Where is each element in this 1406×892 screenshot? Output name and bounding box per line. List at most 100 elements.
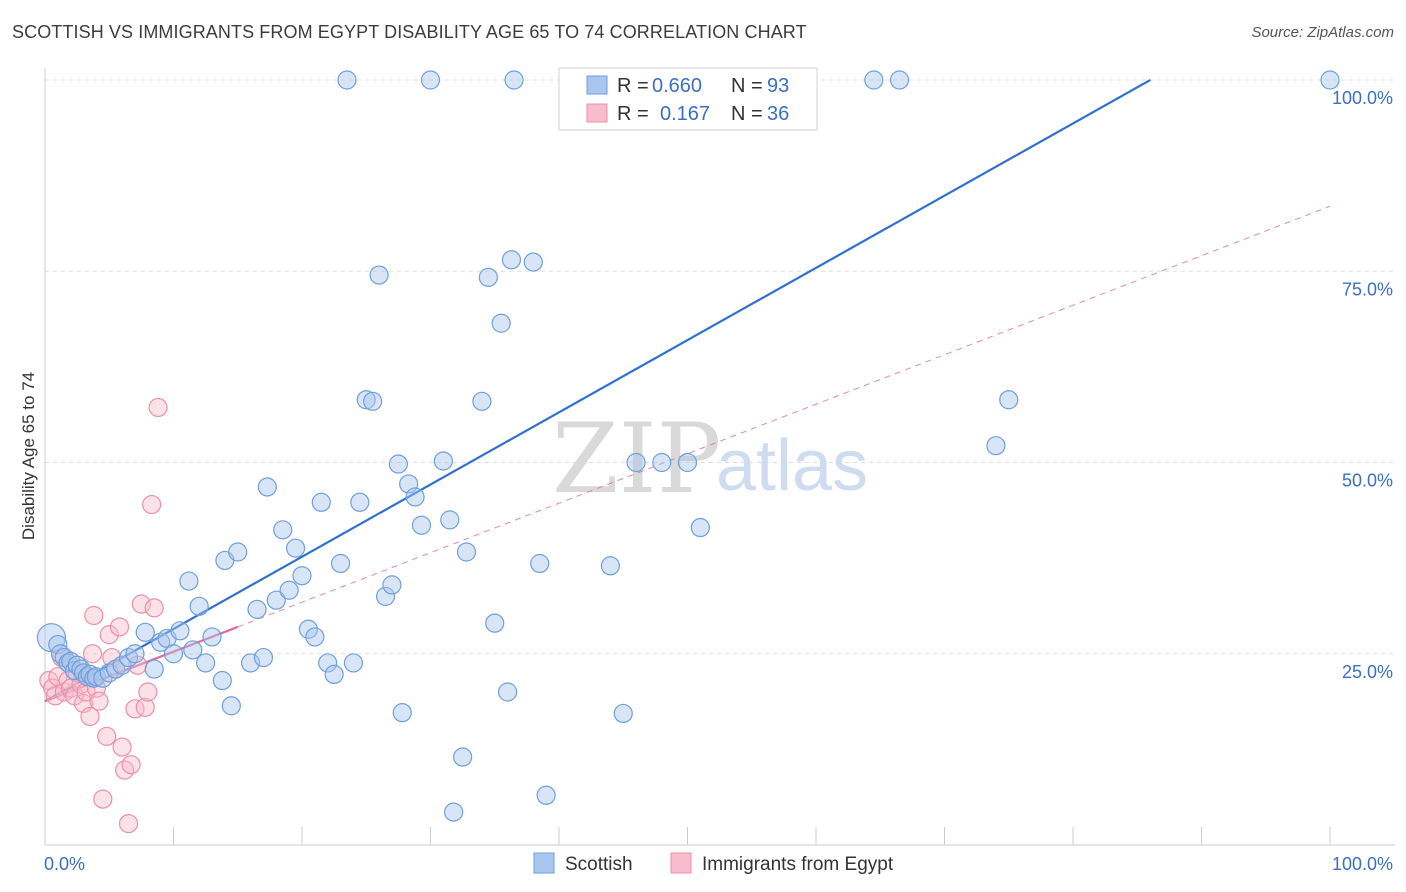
- legend-swatch-egypt: [586, 103, 608, 123]
- point-scottish: [125, 644, 145, 664]
- point-scottish: [444, 802, 464, 822]
- point-egypt: [135, 697, 155, 717]
- point-scottish: [330, 553, 351, 574]
- point-scottish: [196, 653, 216, 673]
- point-scottish: [472, 391, 492, 411]
- bottom-legend-swatch-egypt: [670, 852, 692, 874]
- point-scottish: [677, 452, 698, 473]
- point-scottish: [369, 265, 389, 285]
- point-scottish: [292, 566, 312, 586]
- point-egypt: [131, 594, 151, 614]
- chart-title: SCOTTISH VS IMMIGRANTS FROM EGYPT DISABI…: [12, 22, 807, 42]
- point-scottish: [350, 492, 370, 512]
- point-scottish: [388, 454, 408, 474]
- bottom-legend: Scottish Immigrants from Egypt: [533, 852, 894, 875]
- point-scottish: [889, 70, 910, 90]
- point-scottish: [86, 667, 107, 687]
- point-scottish: [600, 556, 621, 576]
- point-scottish: [266, 590, 286, 610]
- point-egypt: [148, 397, 168, 418]
- points-egypt: [39, 397, 168, 834]
- point-scottish: [73, 663, 94, 683]
- point-scottish: [690, 517, 710, 538]
- point-egypt: [115, 760, 135, 780]
- y-tick-label: 75.0%: [1342, 279, 1393, 299]
- legend-n-value-scottish: 93: [767, 75, 789, 97]
- watermark-zip: ZIP: [552, 403, 721, 515]
- point-scottish: [228, 542, 248, 562]
- point-scottish: [170, 621, 190, 641]
- point-scottish: [530, 553, 550, 574]
- legend-r-value-scottish: 0.660: [652, 75, 702, 97]
- point-egypt: [125, 699, 145, 719]
- legend-box: R = 0.660 N = 93 R = 0.167 N = 36: [558, 67, 818, 131]
- point-scottish: [864, 70, 884, 90]
- point-scottish: [273, 520, 293, 540]
- point-egypt: [144, 598, 164, 618]
- point-scottish: [183, 640, 203, 660]
- point-scottish: [501, 250, 522, 270]
- point-scottish: [202, 627, 222, 647]
- point-scottish: [212, 670, 232, 691]
- point-egypt: [99, 625, 119, 645]
- point-scottish: [305, 627, 325, 647]
- point-scottish: [478, 267, 498, 287]
- point-scottish: [999, 390, 1019, 410]
- x-tick-label: 0.0%: [44, 854, 85, 874]
- point-scottish: [135, 622, 155, 642]
- point-scottish: [433, 451, 453, 471]
- point-egypt: [93, 789, 113, 809]
- point-egypt: [109, 617, 130, 637]
- legend-r-label-scottish: R =: [617, 75, 649, 97]
- point-scottish: [536, 785, 556, 805]
- point-egypt: [142, 494, 162, 515]
- point-scottish: [498, 682, 518, 702]
- point-egypt: [118, 813, 139, 834]
- trend-line-scottish: [44, 79, 1151, 703]
- point-egypt: [138, 682, 158, 702]
- point-scottish: [285, 538, 306, 558]
- watermark-atlas: atlas: [716, 426, 868, 506]
- point-scottish: [523, 252, 543, 272]
- legend-n-label-scottish: N =: [731, 75, 763, 97]
- point-scottish: [112, 655, 132, 675]
- point-scottish: [440, 510, 460, 530]
- point-scottish: [363, 391, 383, 411]
- legend-r-value-egypt: 0.167: [660, 103, 710, 125]
- point-scottish: [375, 586, 396, 606]
- point-egypt: [80, 706, 100, 727]
- point-scottish: [343, 653, 363, 673]
- point-scottish: [986, 436, 1006, 456]
- point-egypt: [121, 755, 141, 775]
- point-scottish: [652, 452, 672, 473]
- point-scottish: [411, 515, 432, 535]
- point-scottish: [1320, 70, 1340, 90]
- tick-labels: 25.0% 50.0% 75.0% 100.0% 0.0% 100.0%: [44, 88, 1393, 874]
- source-label: Source: ZipAtlas.com: [1251, 24, 1394, 41]
- grid-layer: [45, 79, 1395, 655]
- y-tick-label: 50.0%: [1342, 471, 1393, 491]
- point-scottish: [337, 70, 357, 90]
- point-scottish: [405, 487, 425, 507]
- point-scottish: [279, 580, 299, 600]
- point-egypt: [84, 605, 104, 626]
- y-tick-label: 25.0%: [1342, 662, 1393, 682]
- y-tick-label: 100.0%: [1332, 88, 1393, 108]
- point-scottish: [257, 477, 277, 497]
- point-scottish: [420, 70, 441, 90]
- point-scottish: [253, 647, 274, 668]
- points-scottish: [36, 70, 1340, 822]
- point-scottish: [392, 703, 412, 723]
- legend-r-label-egypt: R =: [617, 103, 649, 125]
- watermark: ZIP atlas: [552, 403, 868, 515]
- axis-layer: [44, 68, 1395, 846]
- x-tick-label: 100.0%: [1332, 854, 1393, 874]
- point-egypt: [89, 691, 109, 711]
- point-egypt: [82, 644, 103, 664]
- point-egypt: [102, 647, 122, 668]
- y-axis-label: Disability Age 65 to 74: [19, 372, 38, 540]
- point-scottish: [626, 452, 646, 473]
- bottom-legend-label-scottish: Scottish: [565, 854, 633, 875]
- point-scottish: [221, 696, 241, 716]
